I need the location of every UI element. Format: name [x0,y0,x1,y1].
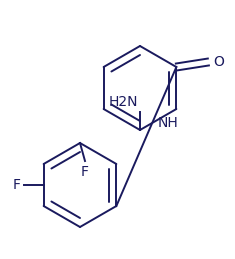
Text: H2N: H2N [109,95,138,109]
Text: NH: NH [157,116,178,130]
Text: F: F [13,178,21,192]
Text: O: O [213,55,224,69]
Text: F: F [81,165,89,179]
